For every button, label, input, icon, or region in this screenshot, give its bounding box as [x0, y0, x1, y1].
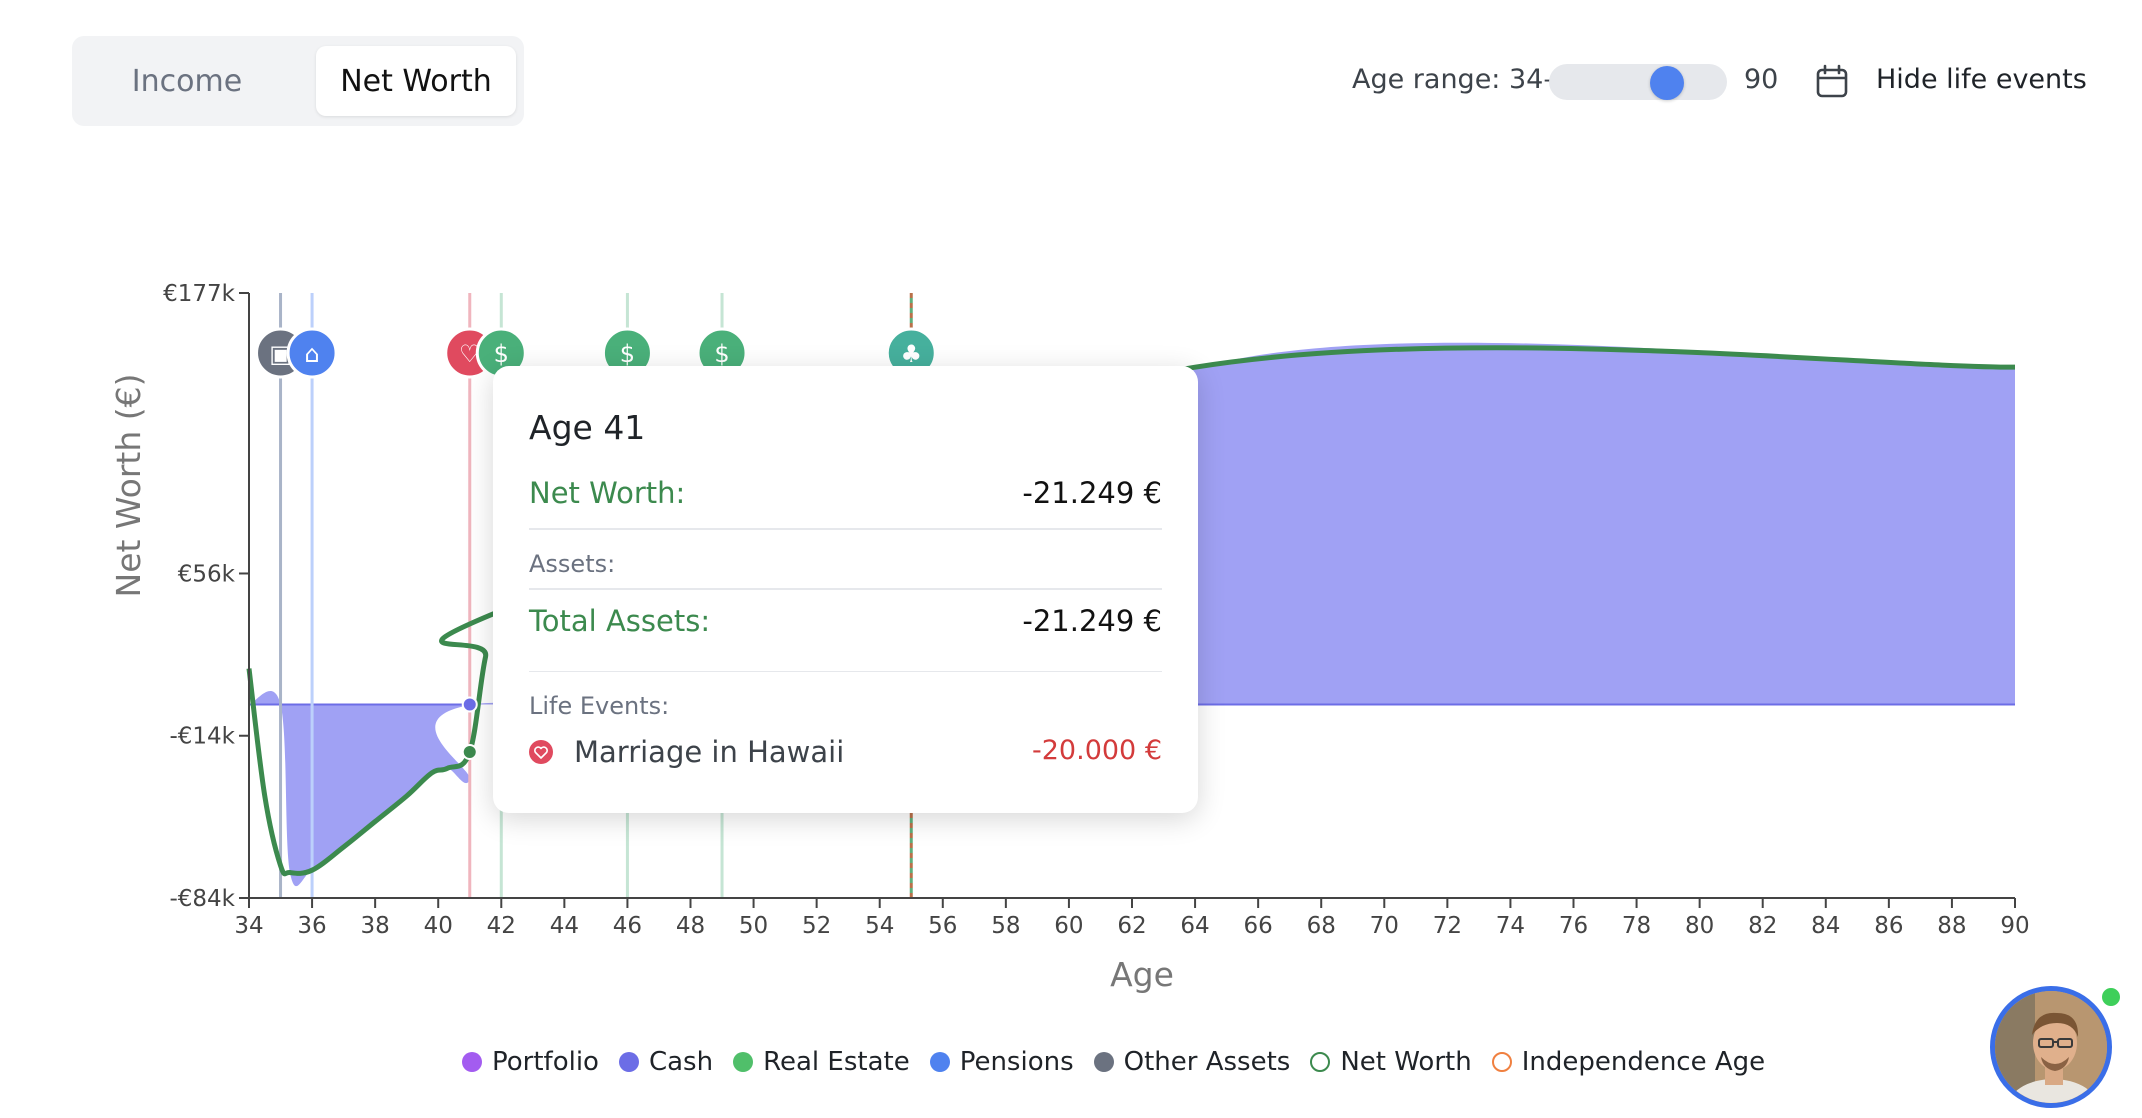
life-event-marker [286, 327, 338, 379]
x-tick-label: 52 [802, 913, 831, 939]
legend-item-real-estate[interactable]: Real Estate [733, 1047, 910, 1077]
x-tick-label: 44 [550, 913, 579, 939]
x-tick-label: 78 [1622, 913, 1651, 939]
legend-item-cash[interactable]: Cash [618, 1047, 714, 1077]
legend-label: Pensions [959, 1047, 1074, 1077]
tooltip-title: Age 41 [529, 408, 646, 447]
legend-swatch [618, 1052, 639, 1072]
tab-income[interactable]: Income [82, 46, 292, 116]
home-icon[interactable]: ⌂ [286, 327, 338, 379]
legend-item-portfolio[interactable]: Portfolio [462, 1047, 599, 1077]
tooltip-total-assets-value: -21.249 € [1022, 604, 1162, 638]
legend-label: Net Worth [1340, 1047, 1472, 1077]
legend-swatch [1310, 1052, 1331, 1072]
y-tick-label: €177k [163, 281, 236, 307]
chart-tooltip: Age 41 Net Worth: -21.249 € Assets: Tota… [493, 366, 1198, 813]
legend-swatch [1491, 1052, 1512, 1072]
legend-label: Cash [648, 1047, 714, 1077]
legend-swatch [1093, 1052, 1114, 1072]
age-range-slider-thumb[interactable] [1650, 66, 1684, 100]
x-tick-label: 74 [1496, 913, 1525, 939]
legend-label: Real Estate [763, 1047, 910, 1077]
life-event-glyph: ▣ [269, 340, 292, 368]
x-tick-label: 80 [1685, 913, 1714, 939]
x-tick-label: 38 [361, 913, 390, 939]
x-tick-label: 56 [928, 913, 957, 939]
x-tick-label: 36 [297, 913, 326, 939]
x-tick-label: 62 [1117, 913, 1146, 939]
x-tick-label: 34 [234, 913, 263, 939]
heart-icon [529, 740, 553, 764]
age-range-max-value: 90 [1744, 64, 1779, 95]
tooltip-event-name: Marriage in Hawaii [574, 735, 845, 769]
tooltip-divider [529, 671, 1162, 672]
x-tick-label: 66 [1244, 913, 1273, 939]
x-tick-label: 82 [1748, 913, 1777, 939]
tooltip-net-worth-label: Net Worth: [529, 476, 686, 510]
tab-net-worth[interactable]: Net Worth [316, 46, 516, 116]
x-tick-label: 70 [1370, 913, 1399, 939]
legend-item-pensions[interactable]: Pensions [929, 1047, 1074, 1077]
x-tick-label: 88 [1937, 913, 1966, 939]
hover-marker-net-worth [461, 743, 478, 760]
life-event-glyph: $ [714, 340, 729, 368]
y-tick-label: -€14k [169, 724, 235, 750]
x-tick-label: 58 [991, 913, 1020, 939]
age-range-label: Age range: 34– [1352, 64, 1557, 95]
x-tick-label: 86 [1874, 913, 1903, 939]
x-tick-label: 40 [424, 913, 453, 939]
x-tick-label: 84 [1811, 913, 1840, 939]
age-range-slider-track[interactable] [1549, 64, 1727, 100]
chart-legend: Portfolio Cash Real Estate Pensions Othe… [462, 1044, 1785, 1080]
legend-label: Independence Age [1521, 1047, 1766, 1077]
legend-label: Portfolio [492, 1047, 599, 1077]
tooltip-net-worth-value: -21.249 € [1022, 476, 1162, 510]
calendar-icon[interactable] [1814, 64, 1850, 100]
dollar-icon[interactable]: $ [696, 327, 748, 379]
legend-label: Other Assets [1123, 1047, 1291, 1077]
x-tick-label: 48 [676, 913, 705, 939]
x-tick-label: 76 [1559, 913, 1588, 939]
legend-item-independence-age[interactable]: Independence Age [1491, 1047, 1766, 1077]
avatar-image [1995, 991, 2107, 1103]
life-event-glyph: $ [620, 340, 635, 368]
x-tick-label: 60 [1054, 913, 1083, 939]
x-tick-label: 68 [1307, 913, 1336, 939]
x-tick-label: 50 [739, 913, 768, 939]
x-tick-label: 64 [1180, 913, 1209, 939]
tooltip-life-events-label: Life Events: [529, 692, 670, 720]
legend-item-other-assets[interactable]: Other Assets [1093, 1047, 1291, 1077]
x-tick-label: 54 [865, 913, 894, 939]
y-axis-title: Net Worth (€) [109, 374, 148, 598]
tooltip-event-value: -20.000 € [1032, 735, 1162, 766]
x-tick-label: 42 [487, 913, 516, 939]
x-tick-label: 90 [2000, 913, 2029, 939]
dollar-icon[interactable]: $ [601, 327, 653, 379]
x-axis-title: Age [1110, 955, 1174, 994]
x-tick-label: 46 [613, 913, 642, 939]
y-tick-label: -€84k [169, 886, 235, 912]
tooltip-divider [529, 588, 1162, 590]
hover-marker-cash [461, 696, 478, 713]
view-tabs: Income Net Worth [72, 36, 524, 126]
x-tick-label: 72 [1433, 913, 1462, 939]
avatar[interactable] [1990, 986, 2112, 1108]
y-tick-label: €56k [178, 561, 236, 587]
life-event-glyph: ♣ [900, 340, 922, 368]
legend-swatch [929, 1052, 950, 1072]
life-event-glyph: ⌂ [304, 340, 319, 368]
legend-swatch [462, 1052, 482, 1072]
tooltip-divider [529, 528, 1162, 530]
online-status-indicator [2100, 986, 2122, 1008]
tooltip-assets-label: Assets: [529, 550, 616, 578]
life-event-glyph: $ [494, 340, 509, 368]
hide-life-events-button[interactable]: Hide life events [1876, 64, 2087, 95]
tooltip-total-assets-label: Total Assets: [529, 604, 711, 638]
life-event-glyph: ♡ [459, 340, 481, 368]
legend-item-net-worth[interactable]: Net Worth [1310, 1047, 1472, 1077]
legend-swatch [733, 1052, 754, 1072]
